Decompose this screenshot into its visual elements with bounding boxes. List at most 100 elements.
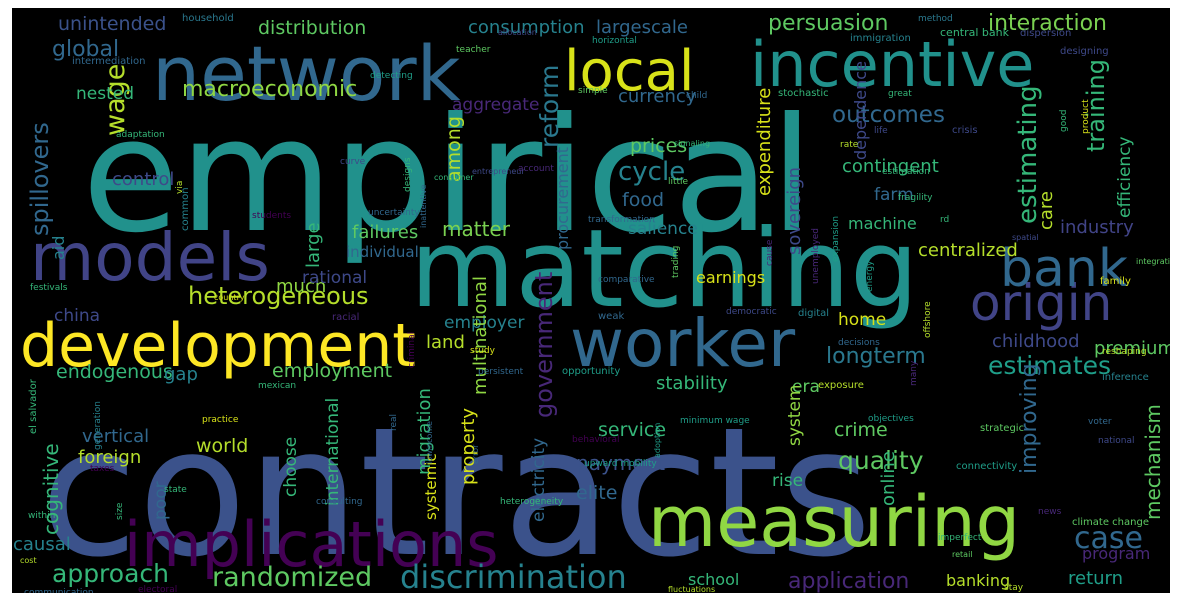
word-students: students [252, 211, 291, 221]
word-farm: farm [874, 185, 914, 205]
word-worker: worker [570, 305, 796, 382]
word-designs: designs [403, 157, 413, 192]
word-adaptation: adaptation [116, 130, 165, 140]
word-empirical: empirical [82, 84, 814, 268]
word-many: many [909, 360, 919, 386]
word-measuring: measuring [648, 481, 1020, 563]
word-contingent: contingent [842, 156, 939, 177]
word-signaling: signaling [674, 139, 710, 148]
word-school: school [688, 570, 739, 589]
word-little: little [668, 177, 689, 187]
word-decisions: decisions [838, 338, 880, 348]
word-communication: communication [24, 588, 94, 593]
word-great: great [888, 89, 912, 99]
word-cause: cause [765, 239, 775, 266]
word-case: case [1074, 521, 1143, 556]
word-crisis: crisis [952, 125, 978, 136]
word-immigration: immigration [850, 33, 911, 44]
word-machine: machine [848, 214, 917, 233]
word-earnings: earnings [696, 268, 765, 287]
word-origin: origin [970, 274, 1112, 332]
word-rate: rate [840, 140, 859, 150]
word-climate-change: climate change [1072, 517, 1149, 528]
word-teacher: teacher [456, 45, 491, 55]
word-matching: matching [410, 207, 919, 332]
word-persuasion: persuasion [768, 11, 888, 36]
word-training: training [1082, 59, 1110, 152]
word-wage: wage [100, 64, 131, 136]
word-longterm: longterm [826, 344, 926, 369]
word-estimates: estimates [988, 351, 1111, 380]
word-network: network [152, 29, 461, 118]
word-childhood: childhood [992, 331, 1080, 352]
word-employer: employer [444, 313, 524, 333]
word-state: state [164, 485, 187, 495]
word-cost: cost [20, 556, 37, 565]
word-fragility: fragility [898, 193, 933, 203]
word-care: care [1036, 191, 1057, 230]
word-offshore: offshore [923, 301, 933, 338]
word-horizontal: horizontal [592, 36, 637, 46]
word-global: global [52, 37, 119, 62]
word-development: development [20, 311, 416, 381]
word-poor: poor [151, 481, 171, 520]
word-energy: energy [865, 260, 875, 292]
word-foreign: foreign [78, 447, 141, 468]
word-control: control [112, 169, 174, 190]
word-consulting: consulting [316, 497, 363, 507]
word-nested: nested [76, 84, 134, 104]
word-rd: rd [940, 215, 949, 225]
word-imperfect: imperfect [938, 533, 982, 543]
word-randomized: randomized [212, 562, 372, 593]
word-bank: bank [1000, 239, 1128, 299]
word-festivals: festivals [30, 283, 68, 293]
word-democratic: democratic [726, 307, 777, 317]
word-payment: payment [576, 451, 665, 475]
word-vertical: vertical [82, 426, 149, 447]
word-electricity: electricity [529, 438, 549, 522]
word-crime: crime [834, 419, 888, 441]
word-multinational: multinational [470, 276, 491, 395]
word-upward-mobility: upward mobility [584, 459, 657, 469]
word-weak: weak [598, 311, 624, 322]
word-choose: choose [281, 437, 301, 497]
word-spillovers: spillovers [26, 122, 54, 236]
word-method: method [918, 14, 953, 24]
word-online: online [878, 451, 899, 506]
word-country: country [214, 293, 245, 302]
word-unintended: unintended [58, 13, 166, 35]
word-detecting: detecting [370, 71, 413, 81]
word-estimation: estimation [882, 167, 930, 177]
word-generation: generation [93, 401, 103, 450]
word-designing: designing [1060, 46, 1109, 57]
word-land: land [426, 332, 465, 353]
word-property: property [458, 408, 479, 485]
word-incentive: incentive [750, 28, 1034, 101]
word-china: china [54, 306, 100, 326]
word-sovereign: sovereign [784, 167, 805, 255]
word-models: models [30, 219, 270, 296]
word-aid: aid [49, 236, 68, 260]
word-local: local [564, 39, 694, 104]
word-gap: gap [164, 364, 198, 385]
word-central-bank: central bank [940, 26, 1010, 39]
word-improving: improving [1017, 363, 1042, 474]
word-approach: approach [52, 559, 169, 588]
word-much: much [276, 276, 326, 297]
word-product: product [1081, 99, 1091, 134]
word-consumption: consumption [468, 17, 585, 38]
word-common: common [180, 187, 191, 231]
word-allocation: allocation [498, 28, 537, 37]
word-error: error [471, 444, 480, 464]
word-centralized: centralized [918, 240, 1018, 261]
word-largescale: largescale [596, 17, 688, 38]
word-migration: migration [414, 388, 435, 475]
word-era: era [792, 377, 820, 397]
word-behavioral: behavioral [572, 435, 620, 445]
word-failures: failures [352, 222, 418, 243]
word-curve: curve [340, 157, 366, 167]
word-child: child [686, 91, 707, 101]
word-heterogeneity: heterogeneity [500, 497, 564, 507]
word-estimating: estimating [1013, 85, 1043, 224]
